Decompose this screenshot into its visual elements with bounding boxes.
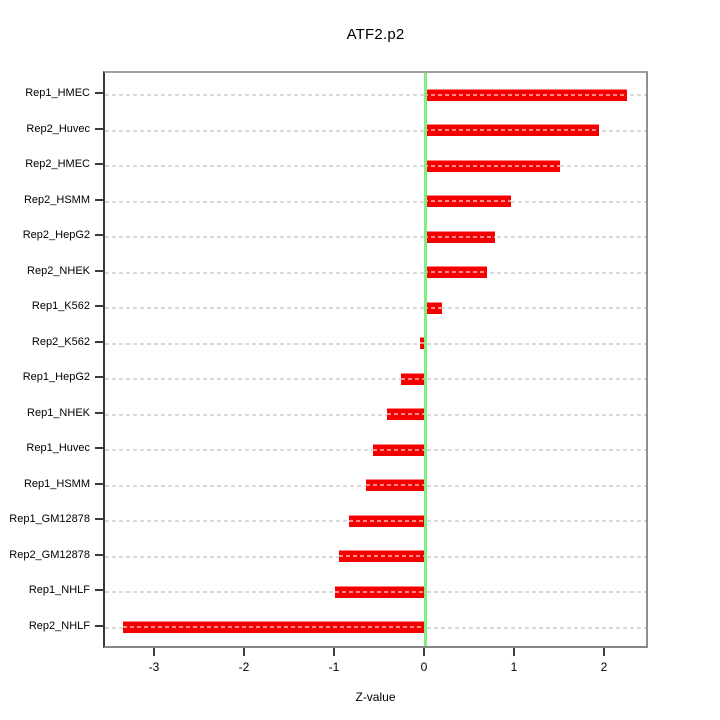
bar-dash-pattern — [424, 129, 599, 132]
y-axis-label-rep2-nhlf: Rep2_NHLF — [28, 619, 90, 632]
y-axis-tick — [95, 589, 103, 592]
plot-area — [103, 71, 648, 648]
chart-title: ATF2.p2 — [346, 26, 405, 43]
y-axis-label-rep1-hepg2: Rep1_HepG2 — [22, 371, 90, 384]
y-axis-tick — [95, 305, 103, 308]
bar-dash-pattern — [424, 306, 442, 309]
y-axis-tick — [95, 163, 103, 166]
bar-dash-pattern — [372, 448, 424, 451]
y-axis-label-rep1-gm12878: Rep1_GM12878 — [9, 513, 90, 526]
y-axis-tick — [95, 447, 103, 450]
gridline-rep2-huvec — [105, 129, 646, 132]
bar-rep2-hmec — [424, 159, 560, 172]
bar-dash-pattern — [339, 555, 424, 558]
y-axis-tick — [95, 340, 103, 343]
bar-dash-pattern — [123, 626, 424, 629]
y-axis-label-rep2-gm12878: Rep2_GM12878 — [9, 548, 90, 561]
bar-dash-pattern — [424, 271, 487, 274]
y-axis-tick — [95, 482, 103, 485]
y-axis-label-rep1-huvec: Rep1_Huvec — [26, 442, 90, 455]
x-axis-tick — [243, 648, 245, 656]
gridline-rep1-hepg2 — [105, 378, 646, 381]
x-axis-tick-label-1: 1 — [510, 660, 518, 674]
bar-rep2-hsmm — [424, 195, 512, 208]
bar-rep1-k562 — [424, 301, 442, 314]
x-axis-tick — [603, 648, 605, 656]
bar-rep2-gm12878 — [339, 550, 424, 563]
y-axis-label-rep2-hepg2: Rep2_HepG2 — [22, 229, 90, 242]
y-axis-label-rep1-hmec: Rep1_HMEC — [25, 87, 90, 99]
y-axis-label-rep2-nhek: Rep2_NHEK — [27, 264, 90, 277]
bar-dash-pattern — [424, 235, 496, 238]
x-axis-tick — [153, 648, 155, 656]
bar-rep1-huvec — [372, 443, 424, 456]
bar-rep1-hsmm — [366, 479, 424, 492]
bar-rep2-hepg2 — [424, 230, 496, 243]
y-axis-tick — [95, 234, 103, 237]
bar-rep1-gm12878 — [349, 514, 424, 527]
bar-rep1-nhlf — [334, 585, 424, 598]
gridline-rep2-hepg2 — [105, 236, 646, 239]
bar-rep2-nhlf — [123, 621, 424, 634]
x-axis-tick-label-neg3: -3 — [148, 660, 160, 674]
x-axis-tick-label-neg2: -2 — [238, 660, 250, 674]
y-axis-label-rep2-huvec: Rep2_Huvec — [26, 122, 90, 135]
bar-rep1-hepg2 — [400, 372, 424, 385]
bar-dash-pattern — [400, 377, 424, 380]
y-axis-label-rep1-k562: Rep1_K562 — [31, 300, 90, 313]
y-axis-tick — [95, 553, 103, 556]
zero-reference-line — [424, 73, 427, 646]
y-axis-label-rep2-hmec: Rep2_HMEC — [25, 158, 90, 171]
y-axis-tick — [95, 376, 103, 379]
y-axis-label-rep1-nhlf: Rep1_NHLF — [28, 584, 90, 597]
gridline-rep1-nhek — [105, 413, 646, 416]
y-axis-label-rep2-k562: Rep2_K562 — [31, 335, 90, 348]
y-axis-tick — [95, 127, 103, 130]
bar-dash-pattern — [424, 93, 628, 96]
bar-dash-pattern — [420, 342, 424, 345]
bar-rep2-huvec — [424, 124, 599, 137]
bar-dash-pattern — [349, 519, 424, 522]
gridline-rep1-k562 — [105, 307, 646, 310]
gridline-rep2-k562 — [105, 342, 646, 345]
y-axis-label-rep2-hsmm: Rep2_HSMM — [23, 193, 90, 206]
y-axis-label-rep1-nhek: Rep1_NHEK — [27, 406, 90, 419]
x-axis-label: Z-value — [355, 690, 396, 704]
bar-dash-pattern — [387, 413, 424, 416]
gridline-rep2-nhek — [105, 271, 646, 274]
gridline-rep2-hmec — [105, 165, 646, 168]
y-axis-tick — [95, 411, 103, 414]
y-axis-tick — [95, 92, 103, 94]
bar-dash-pattern — [334, 590, 424, 593]
gridline-rep2-hsmm — [105, 200, 646, 203]
bar-dash-pattern — [424, 164, 560, 167]
bar-rep1-hmec — [424, 88, 628, 101]
y-axis-tick — [95, 269, 103, 272]
bar-dash-pattern — [424, 200, 512, 203]
x-axis-tick-label-0: 0 — [420, 660, 428, 674]
bar-rep2-k562 — [420, 337, 424, 350]
y-axis-label-rep1-hsmm: Rep1_HSMM — [23, 477, 90, 490]
x-axis-tick-label-neg1: -1 — [328, 660, 340, 674]
y-axis-tick — [95, 624, 103, 627]
x-axis-tick — [513, 648, 515, 656]
x-axis-tick — [423, 648, 425, 656]
x-axis-tick — [333, 648, 335, 656]
x-axis-tick-label-2: 2 — [600, 660, 608, 674]
y-axis-tick — [95, 518, 103, 521]
bar-rep1-nhek — [387, 408, 424, 421]
y-axis-tick — [95, 198, 103, 201]
bar-rep2-nhek — [424, 266, 487, 279]
bar-dash-pattern — [366, 484, 424, 487]
gridline-rep1-hmec — [105, 94, 646, 96]
